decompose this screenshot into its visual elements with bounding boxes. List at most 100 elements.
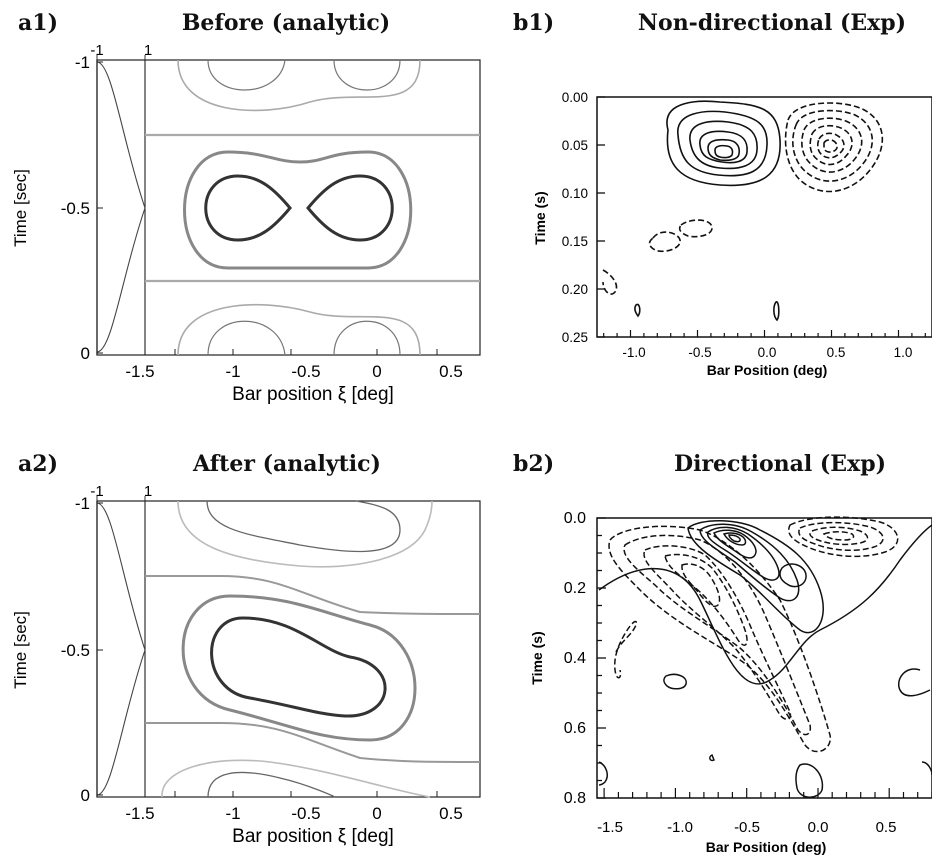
a2-profile-tick-1: 1 <box>144 483 152 500</box>
a1-profile-tick-minus1: -1 <box>90 42 103 59</box>
a1-xtick-label: -1 <box>225 362 240 381</box>
b2-contour-negative <box>822 531 855 541</box>
a1-ylabel: Time [sec] <box>11 169 30 247</box>
b2-ytick-label: 0.2 <box>564 580 586 597</box>
b1-contours-negative <box>602 102 884 295</box>
b1-ytick-label: 0.05 <box>562 138 588 153</box>
a2-x-axis: -1.5 -1 -0.5 0 0.5 Bar position ξ [deg] <box>125 791 463 847</box>
b1-xtick-label: -1.0 <box>622 345 645 360</box>
b1-contour-negative <box>801 117 863 173</box>
b1-contour-negative <box>792 109 874 182</box>
b1-contour-positive <box>714 144 734 159</box>
a2-ylabel: Time [sec] <box>11 611 30 689</box>
b2-y-axis <box>597 517 606 799</box>
b2-contour-positive <box>779 563 807 588</box>
b1-contour-negative <box>678 219 713 238</box>
b2-xlabel: Bar Position (deg) <box>706 839 827 855</box>
a2-ytick-label: 0 <box>81 786 90 805</box>
b2-xtick-label: -0.5 <box>734 819 760 836</box>
a2-side-profile: -1 1 <box>90 483 152 797</box>
b2-x-axis <box>603 788 932 798</box>
b2-xtick-label: -1.5 <box>597 819 623 836</box>
a2-band-upper <box>145 575 481 615</box>
panel-b2-title: Directional (Exp) <box>674 451 886 477</box>
b1-contour-positive <box>666 100 781 187</box>
a2-xtick-label: -1.5 <box>125 804 154 823</box>
panel-b2: b2) Directional (Exp) <box>513 451 932 855</box>
b2-ylabel: Time (s) <box>529 631 545 684</box>
b2-contour-negative <box>623 534 812 736</box>
b1-ytick-label: 0.25 <box>562 330 588 345</box>
b2-contour-negative <box>798 521 884 552</box>
a2-ytick-label: -1 <box>75 494 90 513</box>
a2-profile-tick-minus1: -1 <box>90 483 103 500</box>
b1-contour-negative <box>816 132 845 159</box>
panel-b2-letter: b2) <box>513 451 554 477</box>
b2-contour-negative <box>608 525 831 753</box>
b1-y-axis <box>597 96 605 338</box>
a2-band-lower <box>145 722 481 763</box>
b2-contour-positive <box>728 534 741 543</box>
b1-xtick-label: 1.0 <box>894 345 913 360</box>
b2-contour-negative <box>664 553 748 646</box>
a1-x-axis: -1.5 -1 -0.5 0 0.5 Bar position ξ [deg] <box>125 349 463 405</box>
b1-contour-positive <box>634 303 641 318</box>
a1-side-profile: -1 1 <box>90 42 152 355</box>
a2-contour-outer-bottom-lobe <box>207 771 336 798</box>
b1-ytick-label: 0.15 <box>562 234 588 249</box>
a2-xtick-label: -1 <box>225 804 240 823</box>
b1-contour-negative <box>602 269 618 295</box>
b2-contour-negative <box>643 545 792 720</box>
a2-contour-inner <box>210 616 387 718</box>
a1-contour-outer-bottom-lobes <box>207 320 401 356</box>
panel-b1: b1) Non-directional (Exp) <box>513 10 932 378</box>
a1-contour-inner-right <box>306 174 394 242</box>
b2-ytick-label: 0.6 <box>564 720 586 737</box>
b2-xtick-label: 0.0 <box>808 819 829 836</box>
panel-a1: a1) Before (analytic) -1 1 <box>11 10 481 405</box>
a2-contour-mid <box>181 594 417 742</box>
b2-xtick-label: -1.0 <box>667 819 693 836</box>
a2-contour-outer-top <box>177 500 433 568</box>
a1-xlabel: Bar position ξ [deg] <box>232 384 394 405</box>
panel-b1-title: Non-directional (Exp) <box>638 10 906 36</box>
b2-ytick-label: 0.0 <box>564 510 586 527</box>
a1-contour-outer-top <box>177 59 421 112</box>
b1-x-axis <box>603 330 926 337</box>
panel-a1-letter: a1) <box>18 10 58 36</box>
b1-contour-negative <box>648 231 681 253</box>
b2-contour-negative <box>681 563 721 607</box>
b2-contour-positive <box>795 763 824 798</box>
a2-plot-frame <box>96 500 481 798</box>
b1-ytick-label: 0.10 <box>562 186 588 201</box>
panel-a2-letter: a2) <box>18 451 58 477</box>
b1-xlabel: Bar Position (deg) <box>707 362 828 378</box>
b2-contour-positive <box>687 520 824 634</box>
a2-y-axis: -1 -0.5 0 Time [sec] <box>11 494 103 805</box>
b2-contour-positive <box>598 761 608 786</box>
a2-xtick-label: 0.5 <box>439 804 463 823</box>
a1-ytick-label: 0 <box>81 344 90 363</box>
a1-contour-inner-left <box>204 174 292 242</box>
b2-contour-positive <box>663 673 687 690</box>
a2-xlabel: Bar position ξ [deg] <box>232 826 394 847</box>
b2-contour-positive <box>699 523 800 602</box>
b2-contour-positive <box>709 753 715 762</box>
a2-contours <box>145 500 481 798</box>
b2-contour-positive <box>921 761 932 776</box>
b1-contour-positive <box>699 130 748 164</box>
a1-xtick-label: -1.5 <box>125 362 154 381</box>
a1-xtick-label: 0.5 <box>439 362 463 381</box>
b1-contour-negative <box>823 139 838 153</box>
b2-contours-negative <box>608 516 899 753</box>
panel-a2: a2) After (analytic) -1 1 -1 <box>11 451 481 847</box>
b2-contour-positive <box>722 532 747 546</box>
a2-xtick-label: 0 <box>372 804 381 823</box>
a1-ytick-label: -1 <box>75 53 90 72</box>
b1-y-tick-labels: 0.00 0.05 0.10 0.15 0.20 0.25 Time (s) <box>532 90 588 345</box>
a2-xtick-label: -0.5 <box>291 804 320 823</box>
a2-contour-outer-bottom <box>161 759 431 798</box>
b1-x-tick-labels: -1.0 -0.5 0.0 0.5 1.0 Bar Position (deg) <box>622 345 912 378</box>
a1-ytick-label: -0.5 <box>61 199 90 218</box>
